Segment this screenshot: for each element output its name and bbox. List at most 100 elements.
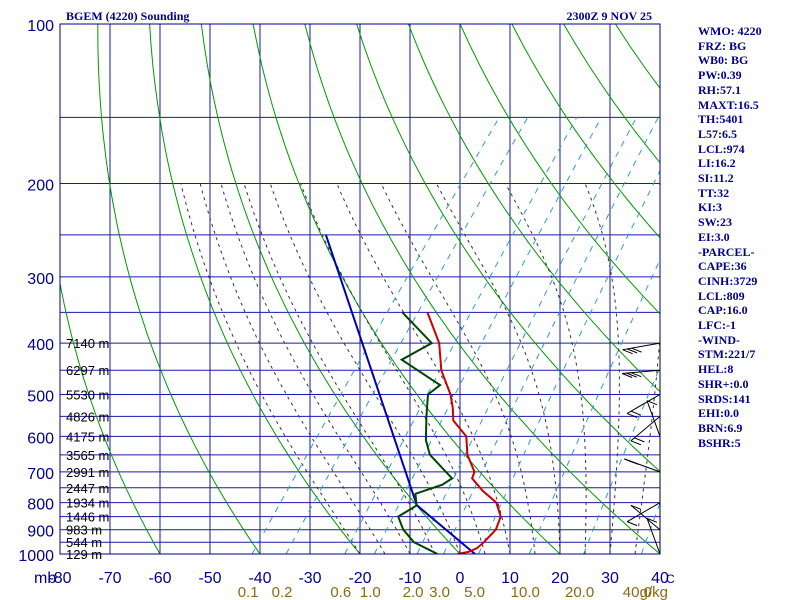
temperature-tick-label: -40 xyxy=(248,570,271,587)
mixing-ratio-line xyxy=(344,117,578,554)
height-label: 5530 m xyxy=(66,387,109,402)
mixing-ratio-line xyxy=(443,117,659,554)
index-line: SI:11.2 xyxy=(698,171,734,186)
moist-adiabat xyxy=(269,183,461,554)
wind-barb xyxy=(621,369,661,378)
mixing-ratio-label: 40.0 xyxy=(623,584,652,600)
wind-barb-flag xyxy=(622,349,633,355)
wind-barb-flag xyxy=(631,347,642,353)
temperature-tick-label: 40 xyxy=(651,570,669,587)
pressure-tick-label: 200 xyxy=(27,178,54,195)
mixing-ratio-label: 0.1 xyxy=(238,584,259,600)
mixing-ratio-line xyxy=(640,501,660,554)
index-line: SHR+:0.0 xyxy=(698,376,749,391)
height-label: 6297 m xyxy=(66,363,109,378)
valid-time: 2300Z 9 NOV 25 xyxy=(567,9,652,23)
index-line: TT:32 xyxy=(698,185,730,200)
wind-barb-staff xyxy=(622,369,661,375)
dry-adiabat xyxy=(149,24,361,554)
mixing-ratio-line xyxy=(478,169,660,554)
moist-adiabat xyxy=(300,183,486,554)
index-line: HEL:8 xyxy=(698,362,734,377)
height-label: 3565 m xyxy=(66,448,109,463)
temperature-tick-label: -50 xyxy=(198,570,221,587)
moist-adiabat xyxy=(584,183,620,554)
height-label: 544 m xyxy=(66,535,102,550)
temperature-tick-label: 0 xyxy=(456,570,465,587)
temperature-profile-line xyxy=(426,312,502,554)
index-line: BRN:6.9 xyxy=(698,420,743,435)
height-label: 1446 m xyxy=(66,510,109,525)
index-line: LCL:809 xyxy=(698,288,745,303)
x-axis-unit-label: C xyxy=(666,572,675,586)
mixing-ratio-label: 0.6 xyxy=(330,584,351,600)
height-label: 4175 m xyxy=(66,429,109,444)
mixing-ratio-label: 10.0 xyxy=(511,584,540,600)
wind-barb-flag xyxy=(626,348,638,354)
temperature-tick-label: 30 xyxy=(601,570,619,587)
dewpoint-profile-line xyxy=(396,311,454,554)
wind-barb xyxy=(624,458,661,473)
wind-barb-flag xyxy=(628,460,639,465)
mixing-ratio-line xyxy=(373,117,602,554)
wind-barb-flag xyxy=(631,372,642,378)
temperature-tick-label: -20 xyxy=(348,570,371,587)
index-line: EHI:0.0 xyxy=(698,406,740,421)
mixing-ratio-unit-label: g/kg xyxy=(640,584,668,600)
dry-adiabat xyxy=(304,24,660,554)
temperature-tick-label: -30 xyxy=(298,570,321,587)
mixing-ratio-line xyxy=(251,117,500,554)
wind-barb-flag xyxy=(630,504,642,510)
height-label: 2991 m xyxy=(66,465,109,480)
index-line: SRDS:141 xyxy=(698,391,751,406)
height-label: 7140 m xyxy=(66,336,109,351)
plot-frame xyxy=(59,23,661,555)
index-line: KI:3 xyxy=(698,200,722,215)
pressure-tick-label: 100 xyxy=(27,18,54,35)
mixing-ratio-label: 5.0 xyxy=(464,584,485,600)
mixing-ratio-line xyxy=(528,258,660,554)
mixing-ratio-line xyxy=(285,117,529,554)
pressure-tick-label: 500 xyxy=(27,388,54,405)
index-line: RH:57.1 xyxy=(698,82,741,97)
wind-barb-staff xyxy=(622,342,661,351)
wind-barb xyxy=(646,400,661,437)
index-line: -WIND- xyxy=(698,332,740,347)
height-label: 983 m xyxy=(66,523,102,538)
index-line: LFC:-1 xyxy=(698,318,736,333)
index-line: TH:5401 xyxy=(698,112,744,127)
wind-barb xyxy=(646,517,661,555)
index-line: -PARCEL- xyxy=(698,244,755,259)
index-line: SW:23 xyxy=(698,215,733,230)
index-line: LI:16.2 xyxy=(698,156,736,171)
dry-adiabat xyxy=(407,24,660,393)
wind-barb-staff xyxy=(646,518,661,555)
moist-adiabat xyxy=(220,183,411,554)
mixing-ratio-label: 3.0 xyxy=(429,584,450,600)
dry-adiabat xyxy=(356,24,660,473)
wind-barb xyxy=(630,504,661,531)
wind-barb-column xyxy=(621,337,661,555)
temperature-tick-label: -60 xyxy=(148,570,171,587)
wind-barb-flag xyxy=(646,517,658,523)
pressure-tick-label: 400 xyxy=(27,337,54,354)
wind-barb xyxy=(626,502,661,527)
mixing-ratio-line xyxy=(583,366,660,554)
temperature-tick-label: 20 xyxy=(551,570,569,587)
index-line: MAXT:16.5 xyxy=(698,97,759,112)
pressure-tick-label: 600 xyxy=(27,430,54,447)
mixing-ratio-label: 20.0 xyxy=(565,584,594,600)
pressure-tick-label: 700 xyxy=(27,466,54,483)
index-line: CAP:16.0 xyxy=(698,303,748,318)
wind-barb-flag xyxy=(646,400,658,406)
mixing-ratio-label: 0.2 xyxy=(272,584,293,600)
moist-adiabat xyxy=(243,183,436,554)
index-line: WB0: BG xyxy=(698,53,749,68)
wind-barb-staff xyxy=(630,416,661,442)
index-line: CINH:3729 xyxy=(698,273,758,288)
dry-adiabat xyxy=(459,24,660,315)
index-line: LCL:974 xyxy=(698,141,745,156)
dry-adiabat xyxy=(511,24,660,239)
adiabat-layer xyxy=(60,24,660,554)
height-label: 2447 m xyxy=(66,481,109,496)
